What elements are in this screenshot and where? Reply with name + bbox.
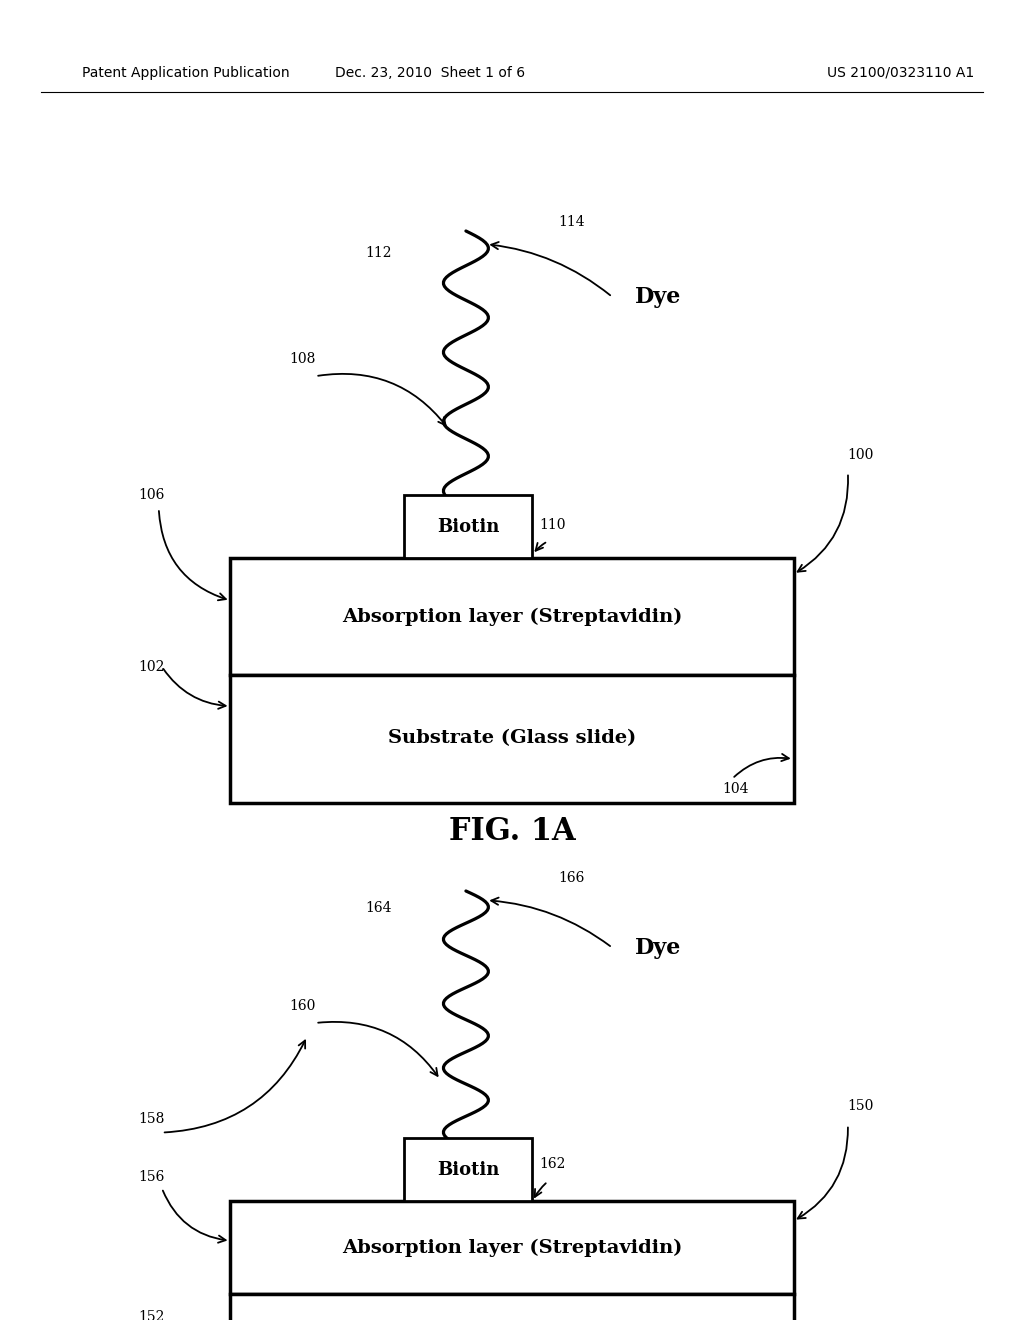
Text: 102: 102 bbox=[138, 660, 165, 673]
Text: FIG. 1A: FIG. 1A bbox=[449, 816, 575, 847]
Text: 160: 160 bbox=[289, 999, 315, 1012]
Text: 164: 164 bbox=[366, 902, 392, 915]
FancyArrowPatch shape bbox=[536, 543, 546, 550]
Text: 112: 112 bbox=[366, 247, 392, 260]
Bar bbox=[404, 495, 532, 558]
Text: Absorption layer (Streptavidin): Absorption layer (Streptavidin) bbox=[342, 1238, 682, 1257]
Text: Substrate (Glass slide): Substrate (Glass slide) bbox=[388, 730, 636, 747]
FancyArrowPatch shape bbox=[163, 1191, 225, 1242]
Text: 110: 110 bbox=[540, 519, 566, 532]
Text: 152: 152 bbox=[138, 1311, 165, 1320]
FancyArrowPatch shape bbox=[318, 374, 445, 425]
Text: 162: 162 bbox=[540, 1158, 566, 1171]
Text: Biotin: Biotin bbox=[437, 1160, 500, 1179]
Text: 150: 150 bbox=[847, 1100, 873, 1113]
Text: 114: 114 bbox=[558, 215, 585, 228]
Text: Dec. 23, 2010  Sheet 1 of 6: Dec. 23, 2010 Sheet 1 of 6 bbox=[335, 66, 525, 79]
Bar bbox=[230, 675, 794, 803]
FancyArrowPatch shape bbox=[492, 242, 610, 296]
Text: 158: 158 bbox=[138, 1113, 165, 1126]
Text: 100: 100 bbox=[847, 449, 873, 462]
Bar bbox=[404, 1138, 532, 1201]
Bar bbox=[230, 1294, 794, 1320]
Text: US 2100/0323110 A1: US 2100/0323110 A1 bbox=[827, 66, 975, 79]
Text: Dye: Dye bbox=[635, 937, 681, 958]
Bar bbox=[230, 1201, 794, 1294]
FancyArrowPatch shape bbox=[798, 475, 848, 572]
Text: 108: 108 bbox=[289, 352, 315, 366]
FancyArrowPatch shape bbox=[492, 898, 610, 946]
FancyArrowPatch shape bbox=[734, 754, 788, 777]
FancyArrowPatch shape bbox=[165, 1040, 305, 1133]
FancyArrowPatch shape bbox=[318, 1022, 437, 1076]
Bar bbox=[230, 558, 794, 675]
FancyArrowPatch shape bbox=[535, 1183, 546, 1197]
Text: 156: 156 bbox=[138, 1171, 165, 1184]
FancyArrowPatch shape bbox=[159, 511, 226, 601]
Text: 106: 106 bbox=[138, 488, 165, 502]
Text: 104: 104 bbox=[722, 783, 749, 796]
Text: Patent Application Publication: Patent Application Publication bbox=[82, 66, 290, 79]
Text: Dye: Dye bbox=[635, 286, 681, 308]
FancyArrowPatch shape bbox=[798, 1127, 848, 1218]
Text: 166: 166 bbox=[558, 871, 585, 884]
Text: Absorption layer (Streptavidin): Absorption layer (Streptavidin) bbox=[342, 607, 682, 626]
Text: Biotin: Biotin bbox=[437, 517, 500, 536]
FancyArrowPatch shape bbox=[164, 669, 225, 709]
